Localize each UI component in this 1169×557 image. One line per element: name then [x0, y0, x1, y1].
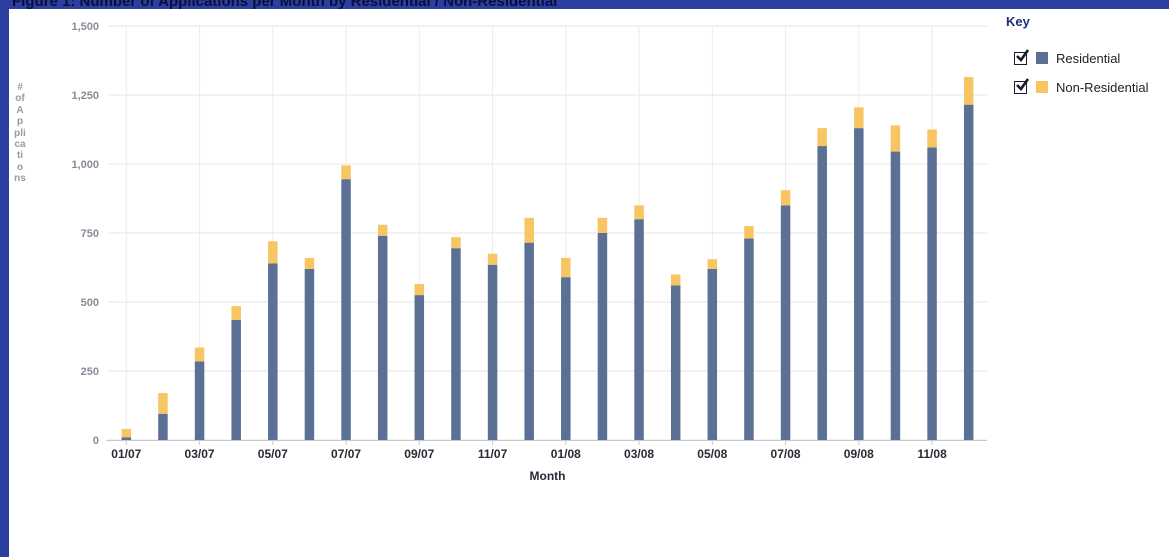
x-tick-label: 01/08	[551, 447, 581, 461]
bar-non-residential	[231, 306, 241, 320]
y-axis-title: # of Applications	[14, 82, 28, 185]
bar-residential	[670, 285, 681, 440]
legend-swatch-residential	[1036, 52, 1048, 64]
x-tick-label: 09/07	[404, 447, 434, 461]
x-tick-label: 05/07	[258, 447, 288, 461]
bar-residential	[231, 319, 241, 440]
x-tick-label: 01/07	[111, 447, 141, 461]
bar-residential	[304, 268, 315, 440]
bar-residential	[780, 205, 791, 440]
bar-residential	[817, 146, 827, 440]
bar-residential	[634, 219, 644, 440]
figure-title: Figure 1: Number of Applications per Mon…	[12, 0, 558, 9]
x-tick-label: 03/08	[624, 447, 654, 461]
bar-residential	[158, 413, 168, 440]
bar-residential	[414, 295, 425, 440]
frame-left-border	[0, 0, 9, 557]
bar-non-residential	[561, 257, 571, 278]
x-tick-label: 11/08	[917, 447, 947, 461]
bar-non-residential	[780, 190, 791, 206]
bar-non-residential	[487, 253, 498, 265]
bar-residential	[487, 264, 498, 440]
legend-title: Key	[1006, 14, 1030, 29]
legend-item-residential[interactable]: Residential	[1006, 48, 1169, 67]
bar-residential	[377, 235, 388, 440]
figure-title-bar: Figure 1: Number of Applications per Mon…	[0, 0, 1169, 9]
bar-non-residential	[158, 393, 168, 414]
bar-non-residential	[597, 217, 608, 233]
bar-non-residential	[194, 347, 205, 362]
x-tick-label: 07/08	[771, 447, 801, 461]
bar-non-residential	[414, 284, 425, 296]
bar-residential	[707, 268, 718, 440]
checkmark-icon	[1016, 48, 1030, 62]
bar-non-residential	[744, 226, 754, 239]
bar-non-residential	[377, 224, 388, 236]
bar-residential	[121, 437, 132, 440]
legend-label-residential: Residential	[1056, 50, 1121, 66]
checkmark-icon	[1016, 77, 1030, 91]
bar-non-residential	[451, 237, 461, 249]
bar-non-residential	[963, 77, 974, 105]
x-tick-label: 03/07	[185, 447, 215, 461]
y-tick-label: 750	[81, 228, 99, 240]
bar-residential	[341, 179, 351, 440]
legend-item-non-residential[interactable]: Non-Residential	[1006, 77, 1169, 96]
bar-residential	[451, 248, 461, 440]
bar-non-residential	[341, 165, 351, 180]
bar-residential	[524, 242, 534, 440]
bar-non-residential	[634, 205, 644, 220]
bar-residential	[963, 104, 974, 440]
y-tick-label: 500	[81, 297, 99, 309]
bar-non-residential	[268, 241, 278, 264]
bar-residential	[561, 277, 571, 440]
bar-non-residential	[524, 217, 534, 243]
x-tick-label: 09/08	[844, 447, 874, 461]
x-tick-label: 11/07	[478, 447, 508, 461]
y-tick-label: 1,000	[71, 159, 99, 171]
legend-swatch-non-residential	[1036, 81, 1048, 93]
bar-residential	[194, 361, 205, 440]
y-tick-label: 250	[81, 366, 99, 378]
y-tick-label: 0	[93, 435, 99, 447]
legend: Key Residential Non-Residential	[1006, 14, 1169, 107]
bar-non-residential	[707, 259, 718, 269]
bar-non-residential	[817, 128, 827, 147]
bar-non-residential	[304, 257, 315, 269]
bar-residential	[890, 151, 901, 440]
bar-residential	[854, 128, 864, 440]
legend-label-non-residential: Non-Residential	[1056, 79, 1149, 95]
bar-non-residential	[670, 274, 681, 286]
bar-residential	[268, 263, 278, 440]
bar-residential	[597, 233, 608, 440]
bar-non-residential	[927, 129, 937, 148]
y-tick-label: 1,500	[71, 21, 99, 33]
x-tick-label: 05/08	[697, 447, 727, 461]
x-axis-title: Month	[530, 469, 566, 483]
bar-non-residential	[854, 107, 864, 129]
bar-non-residential	[890, 125, 901, 152]
bar-residential	[927, 147, 937, 440]
checkbox-non-residential[interactable]	[1014, 77, 1030, 94]
x-tick-label: 07/07	[331, 447, 361, 461]
bar-non-residential	[121, 428, 132, 438]
bar-residential	[744, 238, 754, 440]
y-tick-label: 1,250	[71, 90, 99, 102]
checkbox-residential[interactable]	[1014, 48, 1030, 65]
